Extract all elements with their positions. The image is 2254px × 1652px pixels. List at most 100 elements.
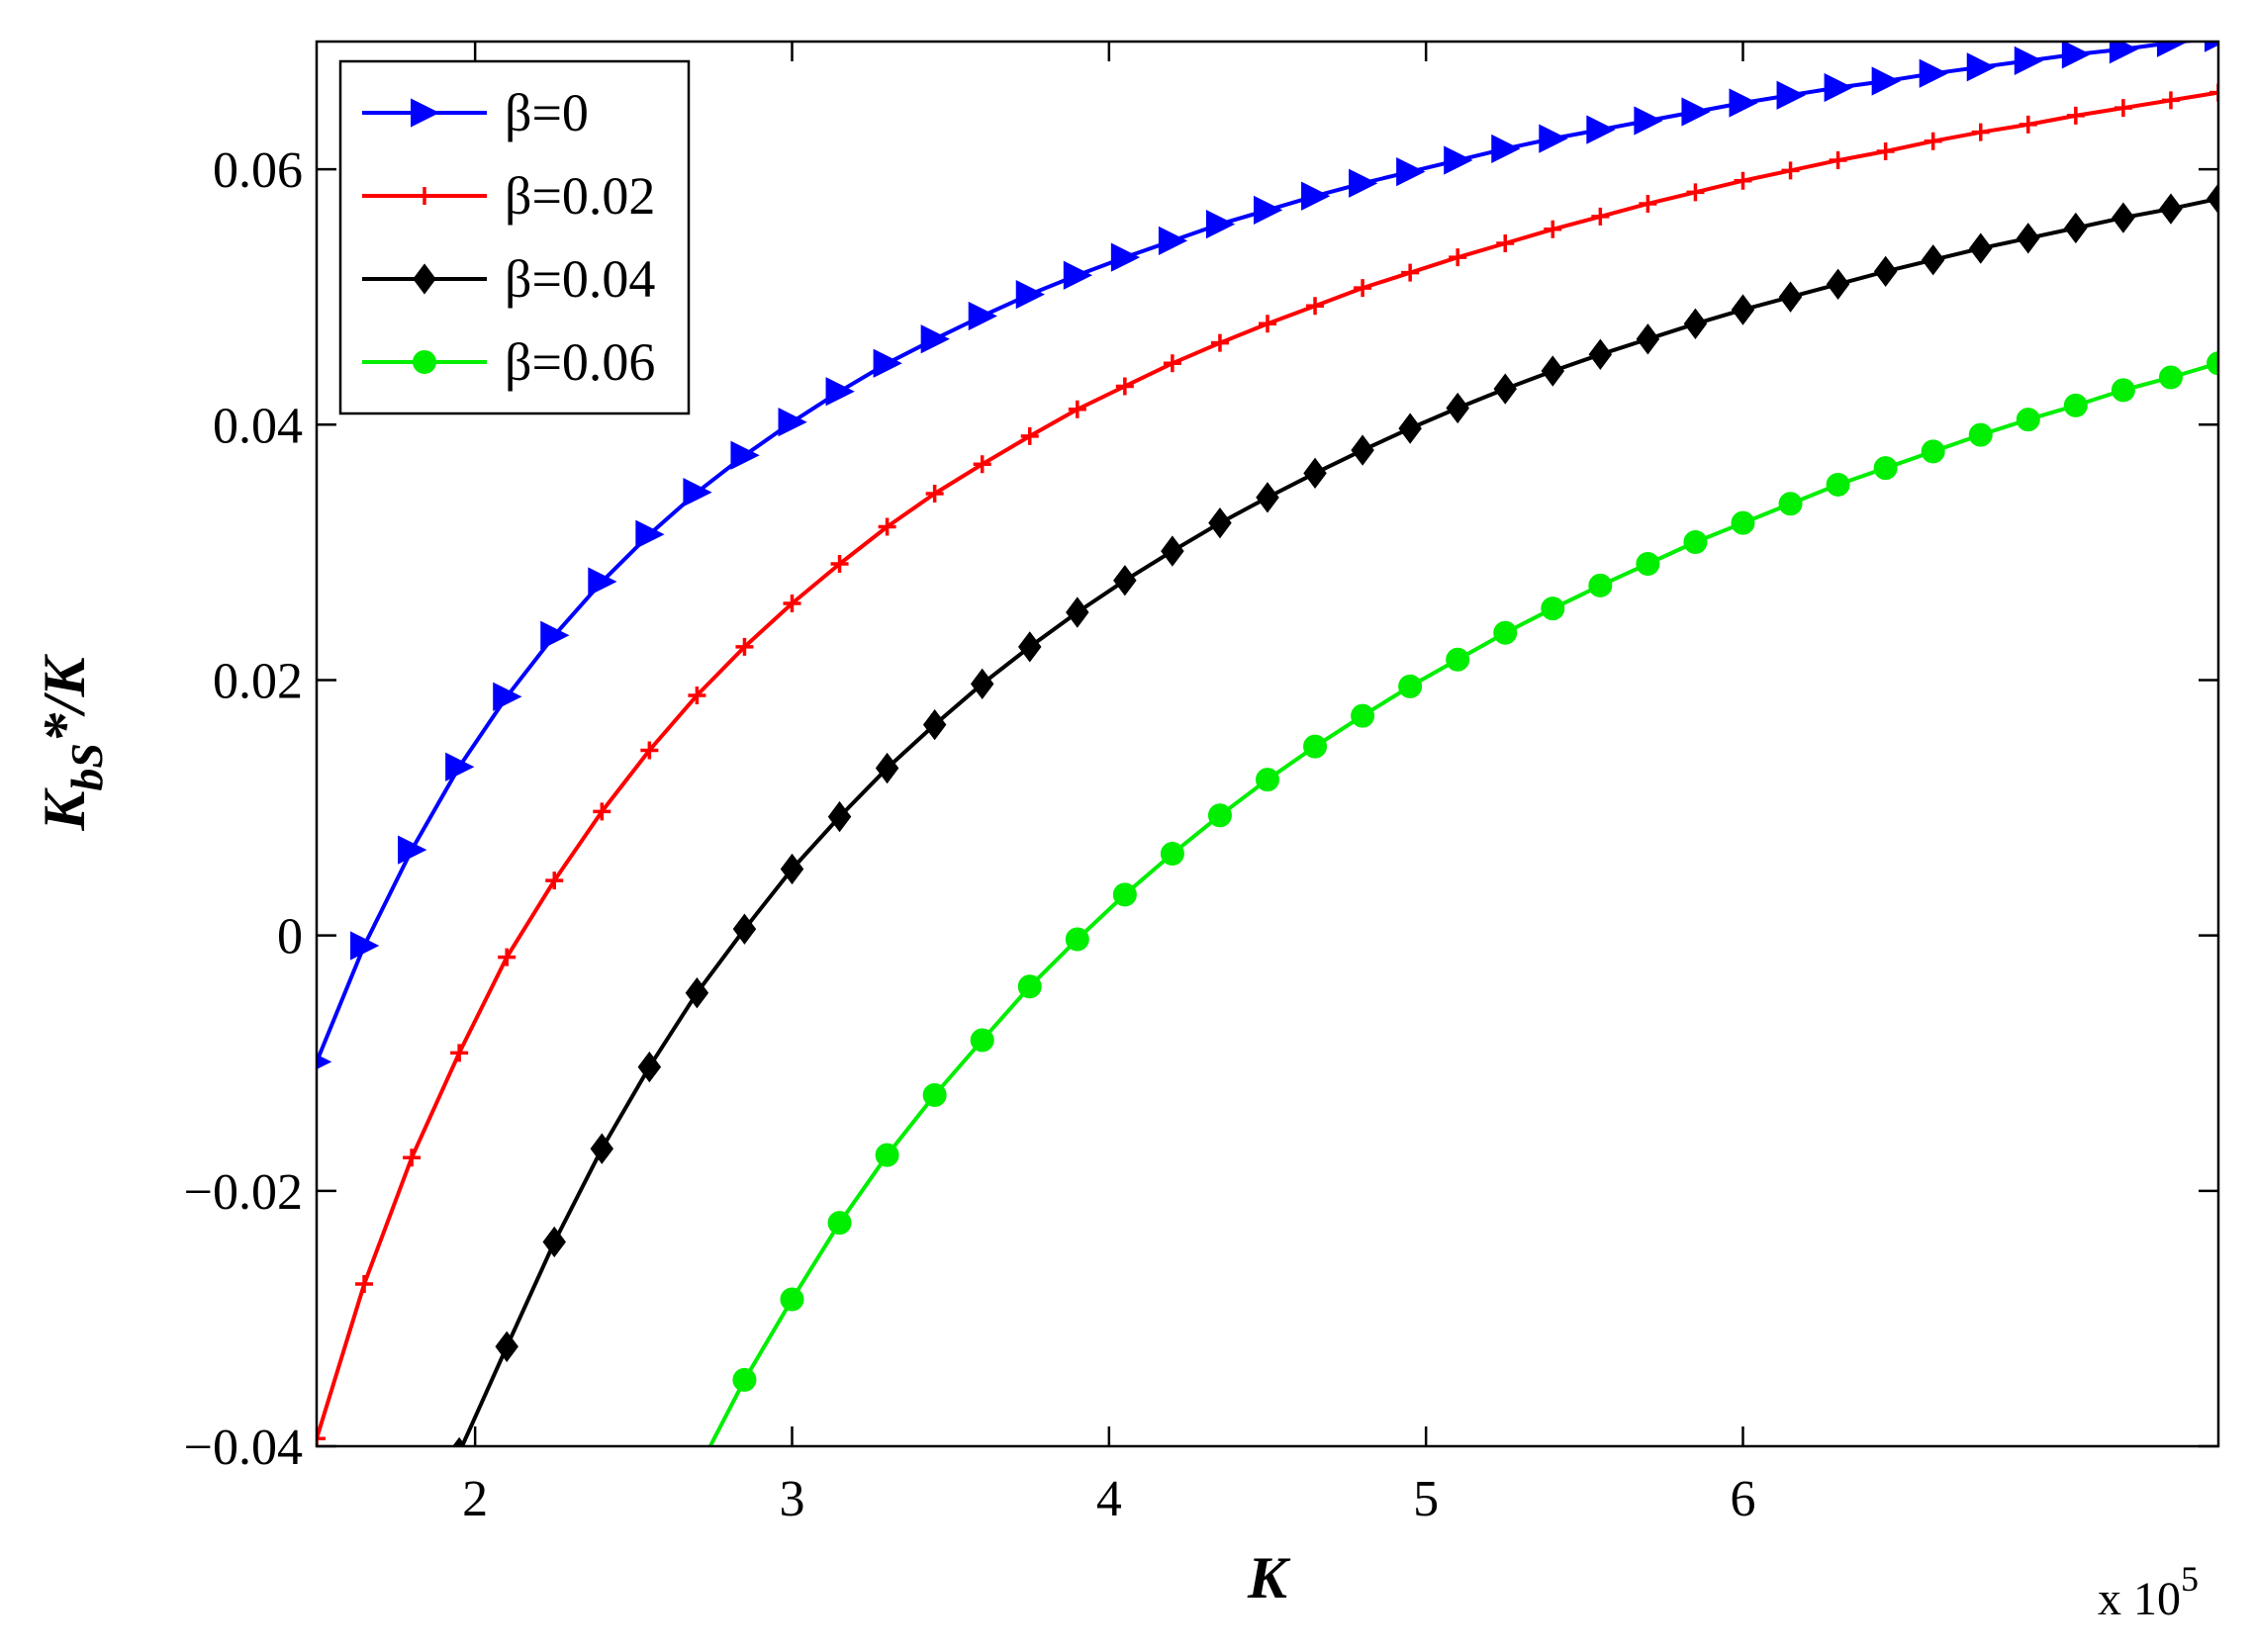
data-point bbox=[1496, 233, 1515, 252]
data-point bbox=[735, 637, 754, 656]
data-point bbox=[1968, 232, 1993, 264]
x-tick-label: 5 bbox=[1413, 1471, 1439, 1527]
data-point bbox=[403, 1148, 422, 1167]
data-point bbox=[1396, 157, 1426, 187]
data-point bbox=[1112, 882, 1137, 907]
data-point bbox=[925, 484, 944, 503]
y-tick-label: 0.06 bbox=[213, 142, 303, 199]
data-point bbox=[1306, 297, 1325, 316]
data-point bbox=[1113, 565, 1137, 597]
data-point bbox=[540, 620, 570, 650]
data-point bbox=[922, 1083, 947, 1107]
data-point bbox=[1778, 281, 1803, 313]
y-axis-label-main: K bbox=[32, 787, 97, 832]
data-point bbox=[683, 478, 712, 507]
legend-item: β=0 bbox=[362, 83, 589, 142]
data-point bbox=[1449, 248, 1467, 267]
data-point bbox=[1065, 927, 1089, 952]
data-point bbox=[873, 348, 902, 378]
data-point bbox=[1971, 123, 1990, 141]
data-point bbox=[2016, 408, 2040, 432]
data-point bbox=[1586, 115, 1616, 144]
data-point bbox=[1158, 226, 1188, 255]
series-3 bbox=[707, 351, 2218, 1446]
x-axis-multiplier: x 105 bbox=[2098, 1559, 2199, 1625]
data-point bbox=[452, 1436, 467, 1446]
data-point bbox=[588, 567, 617, 597]
data-point bbox=[1734, 171, 1752, 190]
x-axis-multiplier-exponent: 5 bbox=[2181, 1559, 2199, 1599]
data-point bbox=[1541, 597, 1565, 621]
data-point bbox=[1966, 52, 1996, 82]
data-point bbox=[1493, 373, 1517, 405]
data-point bbox=[2061, 42, 2092, 69]
data-point bbox=[1731, 510, 1755, 535]
y-axis-label-sub: bS bbox=[61, 743, 112, 791]
data-point bbox=[1207, 803, 1232, 828]
data-point bbox=[1588, 338, 1613, 370]
data-point bbox=[1876, 142, 1895, 161]
data-point bbox=[968, 301, 997, 331]
data-point bbox=[2207, 183, 2218, 215]
data-point bbox=[590, 1133, 614, 1164]
data-point bbox=[1444, 145, 1473, 175]
legend: β=0 β=0.02 β=0.04 β=0.06 bbox=[338, 59, 691, 415]
legend-marker bbox=[416, 187, 433, 205]
data-point bbox=[970, 668, 994, 699]
data-point bbox=[1163, 354, 1181, 373]
data-point bbox=[1398, 413, 1422, 444]
y-axis-label: KbS*/K bbox=[32, 653, 112, 831]
data-point bbox=[1303, 457, 1327, 489]
data-point bbox=[1259, 315, 1276, 333]
y-tick-label: 0 bbox=[277, 909, 303, 965]
data-point bbox=[1015, 279, 1045, 310]
data-point bbox=[542, 1226, 566, 1258]
data-point bbox=[1446, 647, 1470, 672]
data-point bbox=[1017, 974, 1042, 999]
data-point bbox=[1968, 422, 1993, 447]
data-point bbox=[827, 800, 852, 833]
data-point bbox=[398, 835, 427, 865]
data-point bbox=[1351, 703, 1375, 728]
data-point bbox=[637, 1051, 662, 1083]
data-point bbox=[1634, 106, 1663, 136]
y-tick-label: 0.04 bbox=[213, 398, 303, 454]
legend-marker bbox=[411, 98, 440, 128]
series-1 bbox=[317, 83, 2218, 1446]
data-point bbox=[1110, 242, 1141, 272]
data-point bbox=[1401, 263, 1420, 282]
y-tick-label: 0.02 bbox=[213, 653, 303, 709]
data-point bbox=[2159, 193, 2183, 225]
data-point bbox=[593, 802, 611, 821]
data-point bbox=[2064, 212, 2088, 244]
data-point bbox=[875, 1143, 899, 1167]
x-tick-label: 6 bbox=[1731, 1471, 1756, 1527]
data-point bbox=[1256, 482, 1279, 513]
x-tick-label: 2 bbox=[462, 1471, 488, 1527]
data-point bbox=[1824, 72, 1853, 103]
data-point bbox=[2156, 42, 2187, 57]
data-point bbox=[922, 708, 947, 741]
data-point bbox=[1354, 279, 1372, 298]
y-axis-label-rest: */K bbox=[32, 653, 97, 743]
data-point bbox=[875, 752, 899, 784]
data-point bbox=[1205, 209, 1236, 239]
data-point bbox=[1921, 439, 1945, 464]
x-tick-label: 4 bbox=[1096, 1471, 1122, 1527]
data-point bbox=[827, 1211, 852, 1236]
data-point bbox=[1826, 268, 1850, 300]
data-point bbox=[1493, 620, 1518, 645]
data-point bbox=[1871, 66, 1901, 96]
data-point bbox=[1256, 768, 1279, 792]
data-point bbox=[1781, 161, 1800, 180]
data-point bbox=[2017, 223, 2040, 254]
data-point bbox=[317, 1054, 332, 1070]
data-point bbox=[1254, 195, 1283, 226]
data-point bbox=[1351, 434, 1374, 466]
data-point bbox=[635, 519, 665, 549]
series-0 bbox=[317, 42, 2218, 1070]
data-point bbox=[1829, 151, 1847, 170]
data-point bbox=[825, 377, 855, 407]
legend-marker bbox=[413, 350, 436, 374]
